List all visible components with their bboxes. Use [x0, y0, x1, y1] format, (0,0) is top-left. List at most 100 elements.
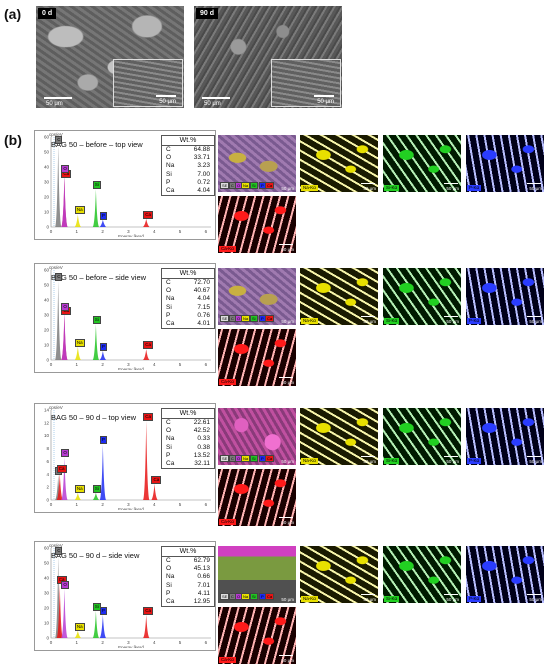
wt-element: Ca — [166, 460, 175, 468]
spectrum-axes — [50, 137, 211, 228]
map-scale-label: 50 μm — [281, 658, 294, 663]
spectrum-peak-ca — [143, 614, 150, 638]
wt-element: P — [166, 311, 171, 319]
wt-element: Ca — [166, 320, 175, 328]
y-tick-label: 20 — [44, 195, 50, 200]
spectrum-plot: 60 50 40 30 20 10 00 1 2 3 4 5 6 Energy [keV] — [44, 546, 211, 648]
map-scale-label: 50 μm — [281, 247, 294, 252]
map-scale-label: 50 μm — [281, 459, 294, 464]
wt-row: Si 0.38 — [162, 444, 214, 452]
element-map-na: Na-Kα 50 μm — [300, 408, 378, 465]
wt-row: P 4.11 — [162, 590, 214, 598]
legend-chip-na: Na — [241, 455, 251, 462]
wt-element: Na — [166, 573, 175, 581]
eds-spectrum-panel: cps/eV BAG 50 – 90 d – top view Wt.% C 22.61… — [34, 403, 216, 513]
y-tick-label: 20 — [44, 328, 50, 333]
map-scale-bar — [361, 316, 375, 317]
legend-chip-si: Si — [250, 455, 258, 462]
map-scale-bar — [444, 456, 458, 457]
wt-percent-header: Wt.% — [162, 269, 214, 279]
wt-value: 40.67 — [193, 287, 210, 295]
y-tick-label: 10 — [44, 433, 50, 438]
map-scale-bar — [527, 594, 541, 595]
wt-value: 42.52 — [193, 427, 210, 435]
wt-row: Na 0.33 — [162, 435, 214, 443]
peak-label-si: Si — [92, 484, 101, 493]
spectrum-peak-o — [61, 310, 68, 360]
wt-row: Ca 12.95 — [162, 598, 214, 606]
wt-row: Ca 4.01 — [162, 320, 214, 328]
legend-chip-si: Si — [250, 315, 258, 322]
wt-element: Na — [166, 295, 175, 303]
peak-label-p: P — [99, 436, 107, 445]
wt-element: O — [166, 565, 172, 573]
map-scale-label: 50 μm — [446, 319, 459, 324]
map-scale-bar — [444, 183, 458, 184]
spectrum-peak-o — [61, 456, 68, 500]
sem-tag-90d: 90 d — [196, 8, 219, 19]
wt-percent-table: Wt.% C 22.61 O 42.52 Na 0.33 Si 0.38 P 13.52 Ca 32.1… — [161, 408, 215, 470]
y-tick-label: 12 — [44, 420, 50, 425]
y-tick-label: 2 — [46, 485, 49, 490]
y-tick-label: 10 — [44, 621, 50, 626]
x-tick-label: 0 — [50, 502, 53, 507]
map-scale-label: 50 μm — [529, 459, 542, 464]
y-axis-unit: cps/eV — [49, 132, 63, 137]
wt-element: P — [166, 589, 171, 597]
wt-row: O 40.67 — [162, 287, 214, 295]
x-tick-label: 3 — [127, 229, 130, 234]
legend-chip-se: SE — [220, 315, 230, 322]
wt-row: Na 4.04 — [162, 295, 214, 303]
spectrum-title: BAG 50 – before – top view — [51, 140, 143, 149]
spectrum-peak-na — [74, 214, 82, 227]
spectrum-peak-p — [99, 614, 107, 638]
spectrum-peak-ca — [143, 349, 150, 360]
map-scale-bar — [444, 594, 458, 595]
x-tick-label: 4 — [153, 640, 156, 645]
eds-overlay-map: SE C O Na Si P Ca 50 μm — [218, 408, 296, 465]
legend-chip-se: SE — [220, 455, 230, 462]
wt-value: 7.15 — [197, 303, 210, 311]
map-element-label: P-Kα — [467, 596, 482, 602]
inset-scale-label: 50 μm — [159, 99, 176, 105]
y-tick-label: 50 — [44, 561, 50, 566]
map-scale-label: 50 μm — [529, 186, 542, 191]
x-axis-label: Energy [keV] — [118, 645, 144, 648]
wt-value: 22.61 — [193, 419, 210, 426]
element-map-si: Si-Kα 50 μm — [383, 268, 461, 325]
legend-chip-ca: Ca — [265, 315, 275, 322]
eds-overlay-map: SE C O Na Si P Ca 50 μm — [218, 135, 296, 192]
spectrum-peak-ca — [143, 218, 150, 227]
spectrum-peak-ca — [151, 483, 158, 500]
wt-percent-table: Wt.% C 72.70 O 40.67 Na 4.04 Si 7.15 P 0.76 Ca 4.01 — [161, 268, 215, 330]
element-map-si: Si-Kα 50 μm — [383, 546, 461, 603]
y-tick-label: 50 — [44, 283, 50, 288]
inset-scale-bar — [314, 95, 334, 97]
element-map-ca: Ca-Kα 50 μm — [218, 196, 296, 253]
spectrum-peak-si — [92, 492, 100, 500]
wt-element: Si — [166, 443, 172, 451]
peak-label-na: Na — [74, 484, 85, 493]
x-axis-label: Energy [keV] — [118, 507, 144, 510]
y-axis-unit: cps/eV — [49, 543, 63, 548]
y-tick-label: 40 — [44, 165, 50, 170]
y-tick-label: 40 — [44, 576, 50, 581]
wt-element: O — [166, 154, 172, 162]
wt-element: C — [166, 557, 171, 564]
wt-value: 7.01 — [197, 581, 210, 589]
spectrum-peak-ca — [56, 473, 63, 500]
x-tick-label: 4 — [153, 229, 156, 234]
element-map-na: Na-Kα 50 μm — [300, 546, 378, 603]
wt-value: 7.00 — [197, 170, 210, 178]
wt-element: Na — [166, 162, 175, 170]
map-scale-bar — [444, 316, 458, 317]
y-tick-label: 0 — [46, 636, 49, 641]
x-tick-label: 1 — [76, 640, 79, 645]
spectrum-peak-si — [92, 611, 100, 638]
legend-chip-ca: Ca — [265, 455, 275, 462]
y-tick-label: 40 — [44, 298, 50, 303]
map-element-label: P-Kα — [467, 318, 482, 324]
wt-row: Si 7.00 — [162, 171, 214, 179]
peak-label-si: Si — [92, 316, 101, 324]
wt-row: P 0.72 — [162, 179, 214, 187]
